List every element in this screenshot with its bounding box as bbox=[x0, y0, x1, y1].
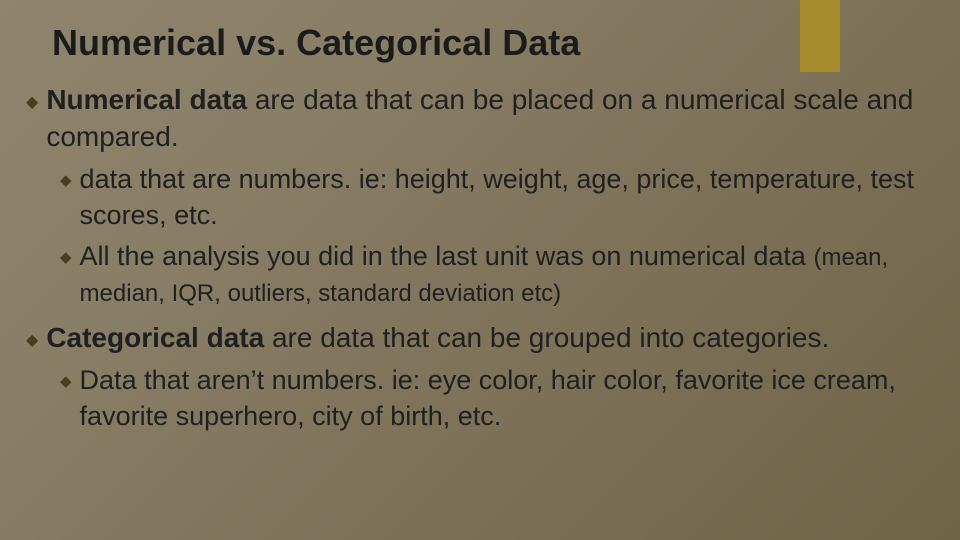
diamond-icon: ◆ bbox=[60, 171, 72, 191]
bold-term: Categorical data bbox=[46, 322, 264, 353]
bullet-categorical-examples: ◆ Data that aren’t numbers. ie: eye colo… bbox=[60, 363, 934, 434]
slide: Numerical vs. Categorical Data ◆ Numeric… bbox=[0, 0, 960, 540]
bullet-numerical: ◆ Numerical data are data that can be pl… bbox=[26, 82, 934, 156]
diamond-icon: ◆ bbox=[60, 372, 72, 392]
bullet-text: Numerical data are data that can be plac… bbox=[46, 82, 934, 156]
bullet-numerical-analysis: ◆ All the analysis you did in the last u… bbox=[60, 239, 934, 310]
bullet-text: Categorical data are data that can be gr… bbox=[46, 320, 934, 357]
bullet-main: All the analysis you did in the last uni… bbox=[80, 241, 806, 271]
bullet-numerical-examples: ◆ data that are numbers. ie: height, wei… bbox=[60, 162, 934, 233]
bullet-text: Data that aren’t numbers. ie: eye color,… bbox=[80, 363, 934, 434]
bullet-text: data that are numbers. ie: height, weigh… bbox=[80, 162, 934, 233]
diamond-icon: ◆ bbox=[26, 330, 38, 351]
diamond-icon: ◆ bbox=[60, 248, 72, 268]
bullet-rest: are data that can be grouped into catego… bbox=[264, 322, 829, 353]
bold-term: Numerical data bbox=[46, 84, 247, 115]
bullet-categorical: ◆ Categorical data are data that can be … bbox=[26, 320, 934, 357]
bullet-text: All the analysis you did in the last uni… bbox=[80, 239, 934, 310]
diamond-icon: ◆ bbox=[26, 92, 38, 113]
accent-bar bbox=[800, 0, 840, 72]
